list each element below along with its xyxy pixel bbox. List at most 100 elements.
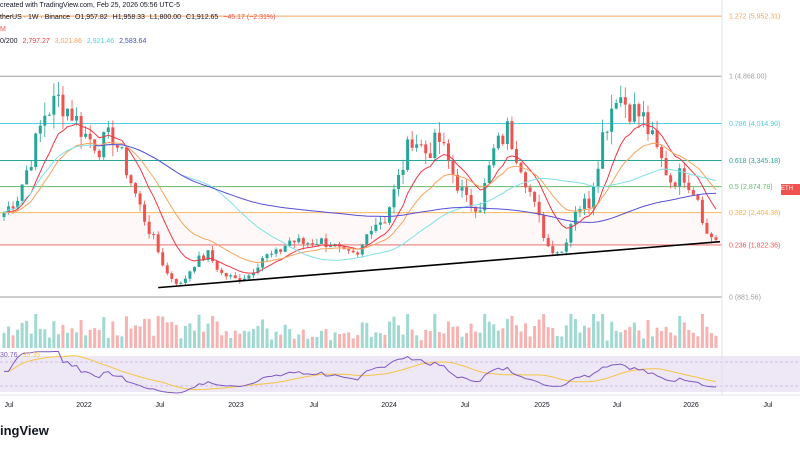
candle-body-10 bbox=[47, 114, 51, 116]
candle-body-153 bbox=[696, 194, 700, 200]
candle-body-64 bbox=[292, 240, 296, 243]
candle-body-156 bbox=[709, 233, 713, 238]
volume-bar-87 bbox=[397, 325, 401, 348]
volume-bar-157 bbox=[714, 335, 718, 348]
volume-bar-111 bbox=[505, 319, 509, 348]
candle-body-9 bbox=[43, 115, 47, 126]
candle-body-98 bbox=[446, 143, 450, 162]
x-tick-label-10: Jul bbox=[764, 402, 773, 409]
volume-bar-64 bbox=[292, 338, 296, 348]
candle-body-3 bbox=[16, 200, 20, 209]
volume-bar-20 bbox=[93, 328, 97, 348]
candle-body-79 bbox=[360, 244, 364, 255]
candle-body-80 bbox=[365, 234, 369, 245]
candle-body-97 bbox=[442, 141, 446, 144]
volume-bar-13 bbox=[61, 324, 65, 348]
candle-body-140 bbox=[637, 104, 641, 117]
volume-bar-32 bbox=[147, 319, 151, 348]
rsi-ma-line bbox=[4, 355, 717, 391]
candle-body-59 bbox=[270, 253, 274, 255]
volume-bar-81 bbox=[369, 336, 373, 348]
candle-body-132 bbox=[601, 132, 605, 169]
header-low: L1,800.00 bbox=[149, 14, 182, 21]
candle-body-95 bbox=[433, 132, 437, 159]
candle-body-121 bbox=[551, 246, 555, 254]
candle-body-96 bbox=[437, 132, 441, 142]
candle-body-116 bbox=[528, 187, 532, 192]
volume-bar-24 bbox=[111, 321, 115, 348]
header-ma-line: 0/200 2,797.27 3,021.86 2,921.46 2,583.6… bbox=[0, 38, 149, 45]
candle-body-138 bbox=[628, 104, 632, 122]
candle-body-122 bbox=[555, 252, 559, 254]
volume-bar-153 bbox=[696, 336, 700, 348]
volume-bar-48 bbox=[220, 335, 224, 348]
candle-body-45 bbox=[206, 250, 210, 260]
volume-bar-18 bbox=[84, 335, 88, 348]
candle-body-15 bbox=[70, 108, 74, 121]
candle-body-105 bbox=[478, 210, 482, 212]
ma-blue-line bbox=[94, 144, 717, 223]
volume-bar-120 bbox=[546, 327, 550, 348]
candle-body-6 bbox=[29, 167, 33, 171]
volume-bar-69 bbox=[315, 337, 319, 348]
candle-body-155 bbox=[705, 222, 709, 234]
candle-body-100 bbox=[456, 174, 460, 191]
candle-body-26 bbox=[120, 147, 124, 149]
volume-bar-148 bbox=[673, 335, 677, 348]
candle-body-60 bbox=[274, 249, 278, 254]
candle-body-82 bbox=[374, 224, 378, 231]
header-change: −45.17 (−2.31%) bbox=[223, 14, 276, 21]
candle-body-139 bbox=[632, 104, 636, 122]
candle-body-145 bbox=[660, 146, 664, 159]
candle-body-118 bbox=[537, 201, 541, 216]
x-tick-label-0: Jul bbox=[5, 402, 14, 409]
candle-body-106 bbox=[483, 183, 487, 211]
candle-body-136 bbox=[619, 97, 623, 104]
candle-body-21 bbox=[97, 150, 101, 158]
volume-bar-126 bbox=[573, 319, 577, 348]
candle-body-68 bbox=[310, 243, 314, 245]
volume-bar-114 bbox=[519, 331, 523, 348]
volume-bar-8 bbox=[38, 328, 42, 348]
header-ma-cyan: 2,921.46 bbox=[86, 38, 115, 45]
candle-body-111 bbox=[505, 121, 509, 144]
volume-bar-133 bbox=[605, 340, 609, 348]
candle-body-44 bbox=[202, 255, 206, 260]
candle-body-28 bbox=[129, 175, 133, 184]
volume-bar-77 bbox=[351, 338, 355, 348]
candle-body-113 bbox=[514, 149, 518, 163]
volume-bar-35 bbox=[161, 316, 165, 348]
volume-bar-137 bbox=[623, 329, 627, 348]
candle-body-142 bbox=[646, 112, 650, 135]
candle-body-48 bbox=[220, 269, 224, 273]
volume-bar-80 bbox=[365, 322, 369, 348]
volume-bar-22 bbox=[102, 317, 106, 348]
candle-body-90 bbox=[410, 139, 414, 148]
volume-bar-151 bbox=[687, 329, 691, 348]
volume-bar-16 bbox=[75, 332, 79, 348]
candle-body-41 bbox=[188, 271, 192, 279]
candle-body-135 bbox=[614, 103, 618, 109]
volume-bar-135 bbox=[614, 330, 618, 348]
volume-bar-41 bbox=[188, 323, 192, 348]
candle-body-71 bbox=[324, 238, 328, 247]
volume-bar-30 bbox=[138, 326, 142, 348]
candle-body-117 bbox=[533, 191, 537, 202]
candle-body-35 bbox=[161, 252, 165, 266]
volume-bar-90 bbox=[410, 329, 414, 348]
volume-bar-84 bbox=[383, 334, 387, 348]
header-ma-blue: 2,583.64 bbox=[119, 38, 147, 45]
volume-bar-46 bbox=[211, 315, 215, 348]
candle-body-14 bbox=[65, 108, 69, 117]
x-tick-label-2: Jul bbox=[156, 402, 165, 409]
fib-level-label-3: 0.618 (3,345.18) bbox=[729, 158, 780, 165]
volume-bar-119 bbox=[542, 314, 546, 348]
header-high: H1,958.33 bbox=[112, 14, 145, 21]
volume-bar-108 bbox=[492, 324, 496, 348]
candle-body-119 bbox=[542, 215, 546, 238]
volume-bar-5 bbox=[25, 320, 29, 348]
header-close: C1,912.65 bbox=[186, 14, 219, 21]
volume-bar-66 bbox=[301, 329, 305, 348]
x-tick-label-7: 2025 bbox=[534, 402, 550, 409]
